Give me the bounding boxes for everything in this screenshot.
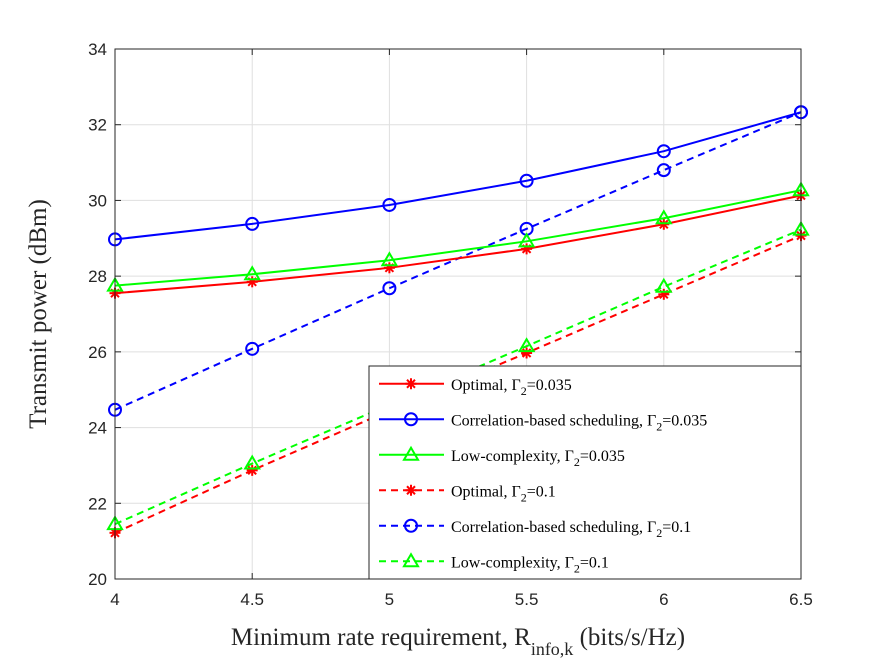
y-tick-label: 30 bbox=[88, 191, 107, 210]
data-point bbox=[655, 209, 673, 225]
legend-label: Low-complexity, Γ2=0.1 bbox=[451, 554, 609, 575]
legend-item: Low-complexity, Γ2=0.1 bbox=[379, 552, 609, 575]
data-point bbox=[245, 341, 260, 356]
data-point bbox=[521, 347, 533, 359]
y-tick-label: 28 bbox=[88, 267, 107, 286]
data-point bbox=[383, 262, 395, 274]
data-point bbox=[246, 276, 258, 288]
data-point bbox=[658, 218, 670, 230]
data-point bbox=[655, 277, 673, 293]
legend-item: Optimal, Γ2=0.1 bbox=[379, 483, 556, 504]
data-point bbox=[246, 464, 258, 476]
data-point bbox=[521, 243, 533, 255]
legend-swatch-marker bbox=[405, 484, 417, 496]
x-axis-label: Minimum rate requirement, Rinfo,k (bits/… bbox=[231, 624, 685, 659]
x-tick-label: 5.5 bbox=[515, 590, 539, 609]
data-point bbox=[382, 197, 397, 212]
legend-item: Optimal, Γ2=0.035 bbox=[379, 377, 572, 398]
legend-item: Correlation-based scheduling, Γ2=0.035 bbox=[379, 412, 707, 433]
y-axis-label: Transmit power (dBm) bbox=[25, 199, 52, 429]
legend-item: Low-complexity, Γ2=0.035 bbox=[379, 445, 625, 469]
data-point bbox=[656, 163, 671, 178]
legend-label: Correlation-based scheduling, Γ2=0.035 bbox=[451, 412, 707, 433]
series-line bbox=[114, 194, 802, 295]
y-tick-label: 22 bbox=[88, 494, 107, 513]
series-line bbox=[114, 111, 802, 241]
data-point bbox=[656, 144, 671, 159]
y-tick-label: 32 bbox=[88, 116, 107, 135]
data-point bbox=[243, 265, 261, 281]
x-tick-label: 5 bbox=[385, 590, 394, 609]
legend-swatch-marker bbox=[402, 445, 420, 461]
data-point bbox=[382, 281, 397, 296]
legend-label: Low-complexity, Γ2=0.035 bbox=[451, 448, 625, 469]
legend: Optimal, Γ2=0.035 Correlation-based sched… bbox=[368, 365, 802, 580]
y-tick-label: 20 bbox=[88, 570, 107, 589]
series-2 bbox=[108, 105, 808, 247]
data-point bbox=[517, 337, 536, 353]
x-tick-label: 4 bbox=[110, 590, 119, 609]
legend-label: Optimal, Γ2=0.035 bbox=[451, 377, 572, 398]
data-point bbox=[380, 251, 399, 267]
y-tick-label: 26 bbox=[88, 343, 107, 362]
x-tick-label: 6 bbox=[659, 590, 668, 609]
x-tick-label: 6.5 bbox=[789, 590, 813, 609]
legend-label: Correlation-based scheduling, Γ2=0.1 bbox=[451, 519, 691, 540]
x-tick-label: 4.5 bbox=[240, 590, 264, 609]
data-point bbox=[517, 232, 536, 248]
series-line bbox=[114, 189, 802, 287]
legend-swatch-marker bbox=[404, 412, 418, 427]
y-tick-label: 34 bbox=[88, 40, 107, 59]
legend-swatch-marker bbox=[404, 518, 418, 533]
data-point bbox=[519, 173, 534, 188]
legend-swatch-marker bbox=[405, 378, 417, 390]
legend-swatch-marker bbox=[402, 552, 420, 568]
data-point bbox=[243, 454, 261, 470]
legend-item: Correlation-based scheduling, Γ2=0.1 bbox=[379, 518, 691, 540]
y-tick-label: 24 bbox=[88, 419, 107, 438]
data-point bbox=[245, 216, 260, 231]
legend-box bbox=[368, 365, 802, 580]
legend-label: Optimal, Γ2=0.1 bbox=[451, 483, 556, 504]
data-point bbox=[658, 288, 670, 300]
